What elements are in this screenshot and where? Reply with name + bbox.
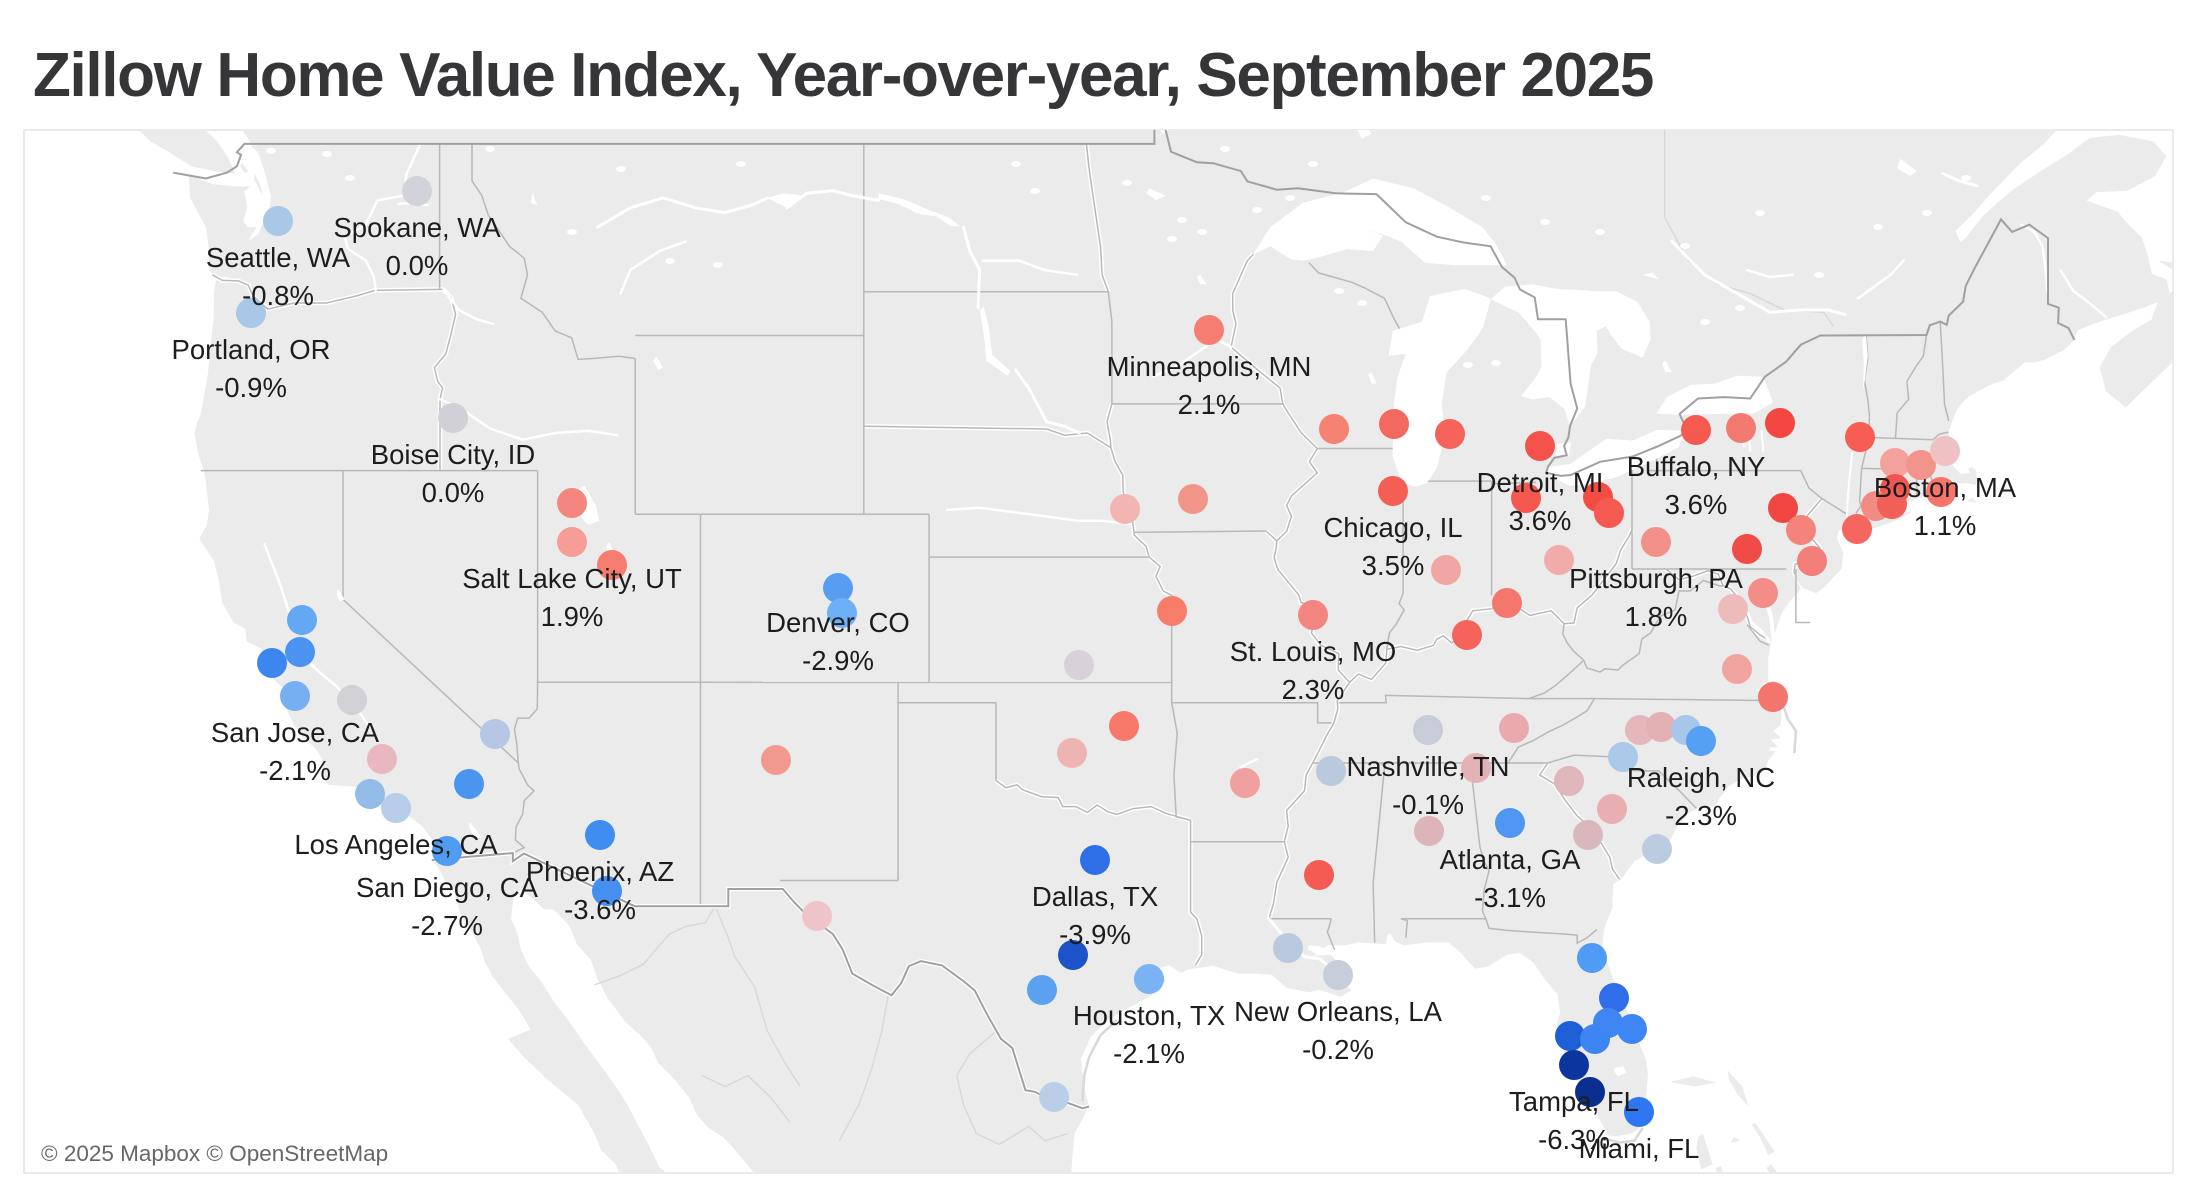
svg-text:3.5%: 3.5% [1362, 550, 1425, 581]
svg-text:-3.9%: -3.9% [1059, 919, 1131, 950]
svg-text:Boston, MA: Boston, MA [1874, 472, 2017, 503]
svg-text:Boise City, ID: Boise City, ID [371, 439, 536, 470]
svg-text:© 2025 Mapbox © OpenStreetMap: © 2025 Mapbox © OpenStreetMap [41, 1141, 388, 1166]
svg-text:Detroit, MI: Detroit, MI [1477, 467, 1604, 498]
svg-text:New Orleans, LA: New Orleans, LA [1234, 996, 1443, 1027]
svg-text:1.8%: 1.8% [1625, 601, 1688, 632]
svg-text:-0.1%: -0.1% [1392, 789, 1464, 820]
svg-text:Tampa, FL: Tampa, FL [1509, 1086, 1639, 1117]
svg-text:Houston, TX: Houston, TX [1073, 1000, 1225, 1031]
svg-text:-3.1%: -3.1% [1474, 882, 1546, 913]
svg-text:-0.9%: -0.9% [215, 372, 287, 403]
svg-text:San Diego, CA: San Diego, CA [356, 872, 539, 903]
svg-text:-2.3%: -2.3% [1665, 800, 1737, 831]
svg-text:Spokane, WA: Spokane, WA [333, 212, 501, 243]
svg-text:Dallas, TX: Dallas, TX [1032, 881, 1158, 912]
svg-text:-3.6%: -3.6% [564, 894, 636, 925]
svg-text:Denver, CO: Denver, CO [766, 607, 910, 638]
svg-text:Buffalo, NY: Buffalo, NY [1627, 451, 1766, 482]
svg-text:Portland, OR: Portland, OR [172, 334, 331, 365]
svg-text:3.6%: 3.6% [1665, 489, 1728, 520]
svg-text:Chicago, IL: Chicago, IL [1323, 512, 1462, 543]
svg-text:Pittsburgh, PA: Pittsburgh, PA [1569, 563, 1743, 594]
svg-text:1.1%: 1.1% [1914, 510, 1977, 541]
svg-text:-2.1%: -2.1% [1113, 1038, 1185, 1069]
svg-text:0.0%: 0.0% [422, 477, 485, 508]
svg-text:Seattle, WA: Seattle, WA [206, 242, 351, 273]
svg-text:2.1%: 2.1% [1178, 389, 1241, 420]
svg-text:3.6%: 3.6% [1509, 505, 1572, 536]
svg-text:2.3%: 2.3% [1282, 674, 1345, 705]
svg-text:Nashville, TN: Nashville, TN [1346, 751, 1509, 782]
svg-text:-4.7%: -4.7% [1603, 1171, 1675, 1200]
svg-text:Atlanta, GA: Atlanta, GA [1440, 844, 1581, 875]
svg-text:Miami, FL: Miami, FL [1579, 1133, 1700, 1164]
svg-text:-6.3%: -6.3% [1538, 1124, 1610, 1155]
svg-text:Los Angeles, CA: Los Angeles, CA [294, 829, 498, 860]
svg-text:Minneapolis, MN: Minneapolis, MN [1107, 351, 1312, 382]
svg-text:Raleigh, NC: Raleigh, NC [1627, 762, 1775, 793]
svg-text:St. Louis, MO: St. Louis, MO [1230, 636, 1397, 667]
svg-text:Salt Lake City, UT: Salt Lake City, UT [462, 563, 682, 594]
svg-text:0.0%: 0.0% [386, 250, 449, 281]
svg-text:-2.1%: -2.1% [259, 755, 331, 786]
svg-text:-0.8%: -0.8% [242, 280, 314, 311]
svg-text:-2.7%: -2.7% [411, 910, 483, 941]
svg-text:1.9%: 1.9% [541, 601, 604, 632]
svg-text:-2.9%: -2.9% [802, 645, 874, 676]
svg-text:Phoenix, AZ: Phoenix, AZ [526, 856, 674, 887]
svg-text:-0.2%: -0.2% [1302, 1034, 1374, 1065]
svg-text:San Jose, CA: San Jose, CA [211, 717, 380, 748]
